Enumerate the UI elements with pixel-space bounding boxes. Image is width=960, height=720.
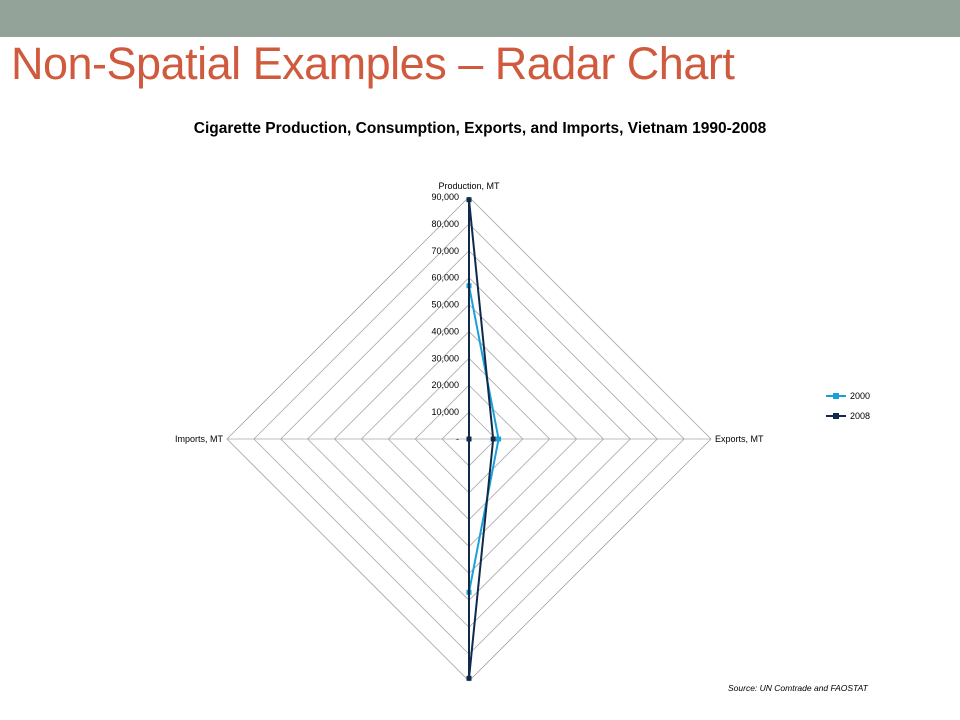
tick-label-7: 70,000 [431,246,459,256]
source-note: Source: UN Comtrade and FAOSTAT [728,683,868,693]
legend-label-2008: 2008 [850,411,871,421]
tick-label-1: 10,000 [431,407,459,417]
tick-label-9: 90,000 [431,192,459,202]
axis-label-3: Imports, MT [175,434,224,444]
tick-label-2: 20,000 [431,380,459,390]
legend-swatch-2008 [826,411,846,421]
tick-label-6: 60,000 [431,273,459,283]
series-2008-point-1 [490,436,496,442]
slide-title: Non-Spatial Examples – Radar Chart [11,38,735,89]
chart-title: Cigarette Production, Consumption, Expor… [193,120,767,137]
tick-label-0: - [456,434,459,444]
series-2008-point-0 [466,197,472,203]
tick-label-5: 50,000 [431,300,459,310]
tick-label-8: 80,000 [431,219,459,229]
tick-label-3: 30,000 [431,353,459,363]
legend-item-2000: 2000 [826,386,870,406]
axis-label-1: Exports, MT [715,434,764,444]
top-accent-bar [0,0,960,37]
tick-label-4: 40,000 [431,326,459,336]
legend-item-2008: 2008 [826,406,870,426]
series-2008-point-3 [466,436,472,442]
axis-label-0: Production, MT [438,181,500,191]
series-2008-point-2 [466,675,472,681]
chart-legend: 2000 2008 [826,386,870,426]
legend-swatch-2000 [826,391,846,401]
series-2000-point-1 [496,436,502,442]
legend-label-2000: 2000 [850,391,871,401]
